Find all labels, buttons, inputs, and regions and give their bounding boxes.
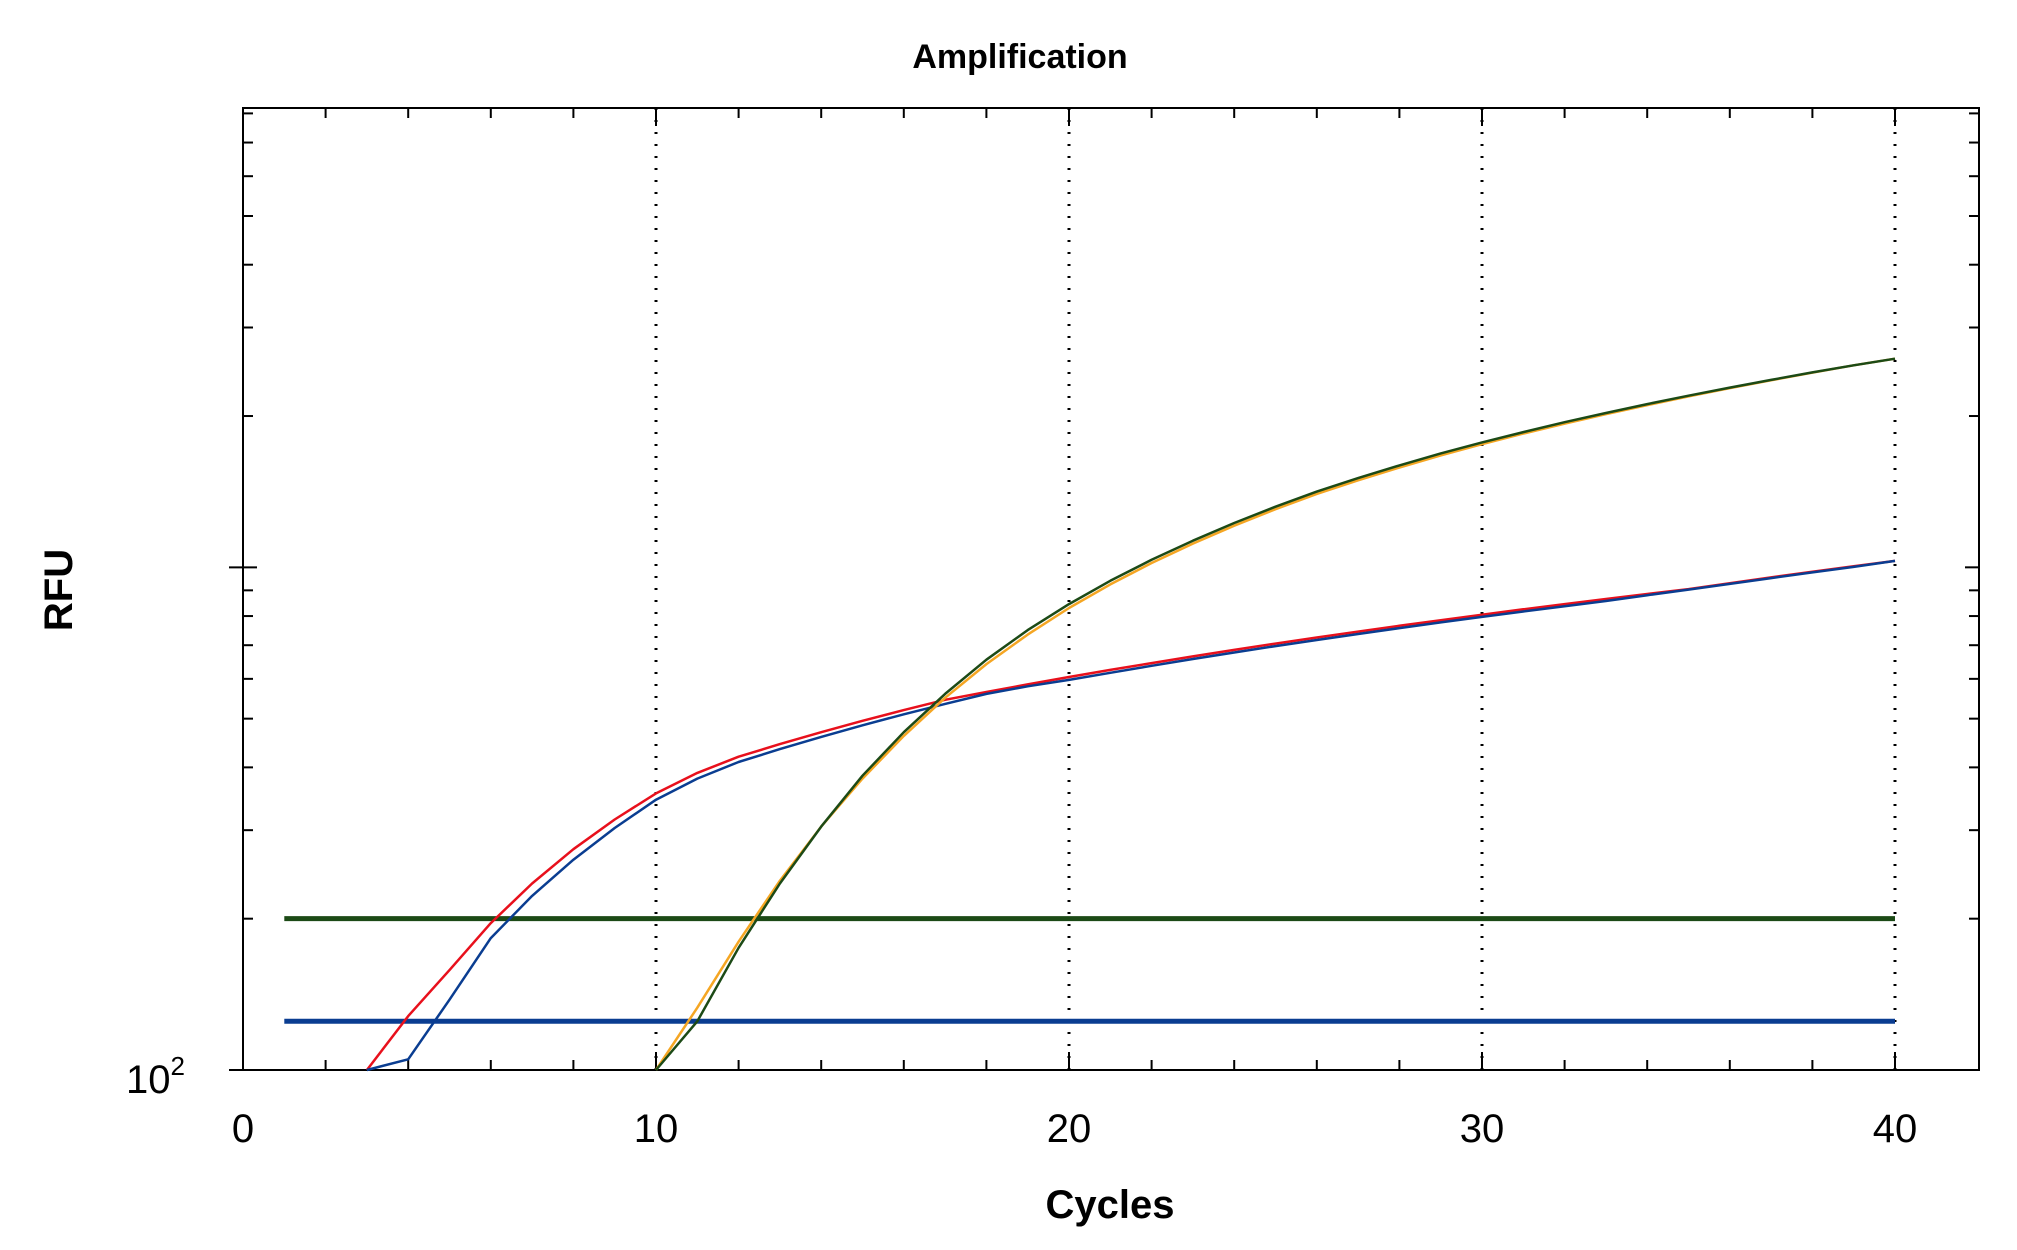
amplification-curves [365, 357, 1896, 1072]
chart-title: Amplification [912, 38, 1127, 76]
x-axis-label: Cycles [1046, 1183, 1175, 1227]
x-tick-label-30: 30 [1460, 1107, 1505, 1151]
x-tick-label-0: 0 [232, 1107, 254, 1151]
series-line-4 [655, 357, 1896, 1071]
y-tick-label-base: 10 [126, 1058, 171, 1102]
x-tick-label-40: 40 [1873, 1107, 1918, 1151]
series-line-1 [365, 559, 1896, 1071]
x-gridlines [654, 108, 1897, 1070]
axis-ticks [229, 108, 1979, 1071]
x-tick-label-20: 20 [1047, 1107, 1092, 1151]
y-axis-label: RFU [37, 549, 81, 631]
y-tick-label-100: 102 [126, 1051, 185, 1102]
x-tick-label-10: 10 [634, 1107, 679, 1151]
x-tick-labels: 0 10 20 30 40 [232, 1107, 1917, 1151]
series-line-2 [366, 559, 1896, 1072]
plot-area [242, 107, 1980, 1071]
y-tick-label-exponent: 2 [171, 1051, 185, 1081]
threshold-lines [284, 916, 1895, 1024]
series-line-3 [654, 357, 1896, 1071]
